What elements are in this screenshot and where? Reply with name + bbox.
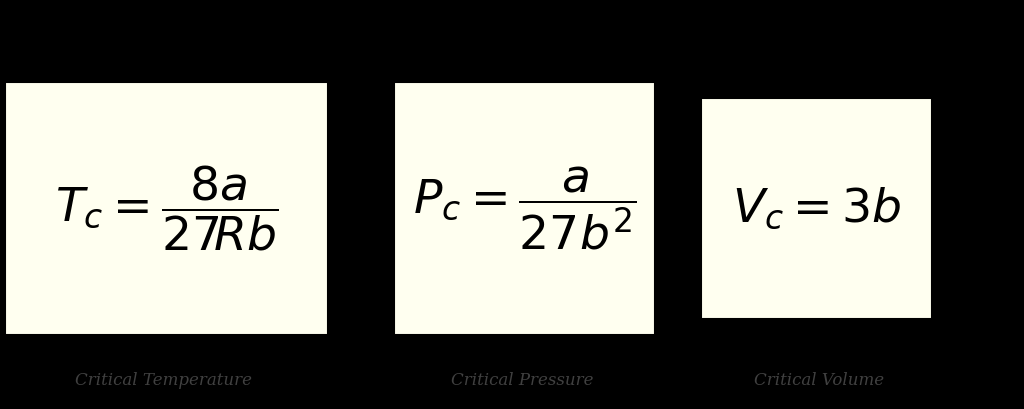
FancyBboxPatch shape	[701, 98, 932, 319]
Text: Critical Temperature: Critical Temperature	[76, 372, 252, 389]
Text: Critical Volume: Critical Volume	[754, 372, 885, 389]
Text: Critical Pressure: Critical Pressure	[451, 372, 594, 389]
Text: $V_c = 3b$: $V_c = 3b$	[732, 186, 901, 231]
FancyBboxPatch shape	[394, 82, 655, 335]
FancyBboxPatch shape	[5, 82, 328, 335]
Text: $T_c = \dfrac{8a}{27Rb}$: $T_c = \dfrac{8a}{27Rb}$	[54, 164, 279, 254]
Text: $P_c = \dfrac{a}{27b^2}$: $P_c = \dfrac{a}{27b^2}$	[413, 165, 637, 252]
